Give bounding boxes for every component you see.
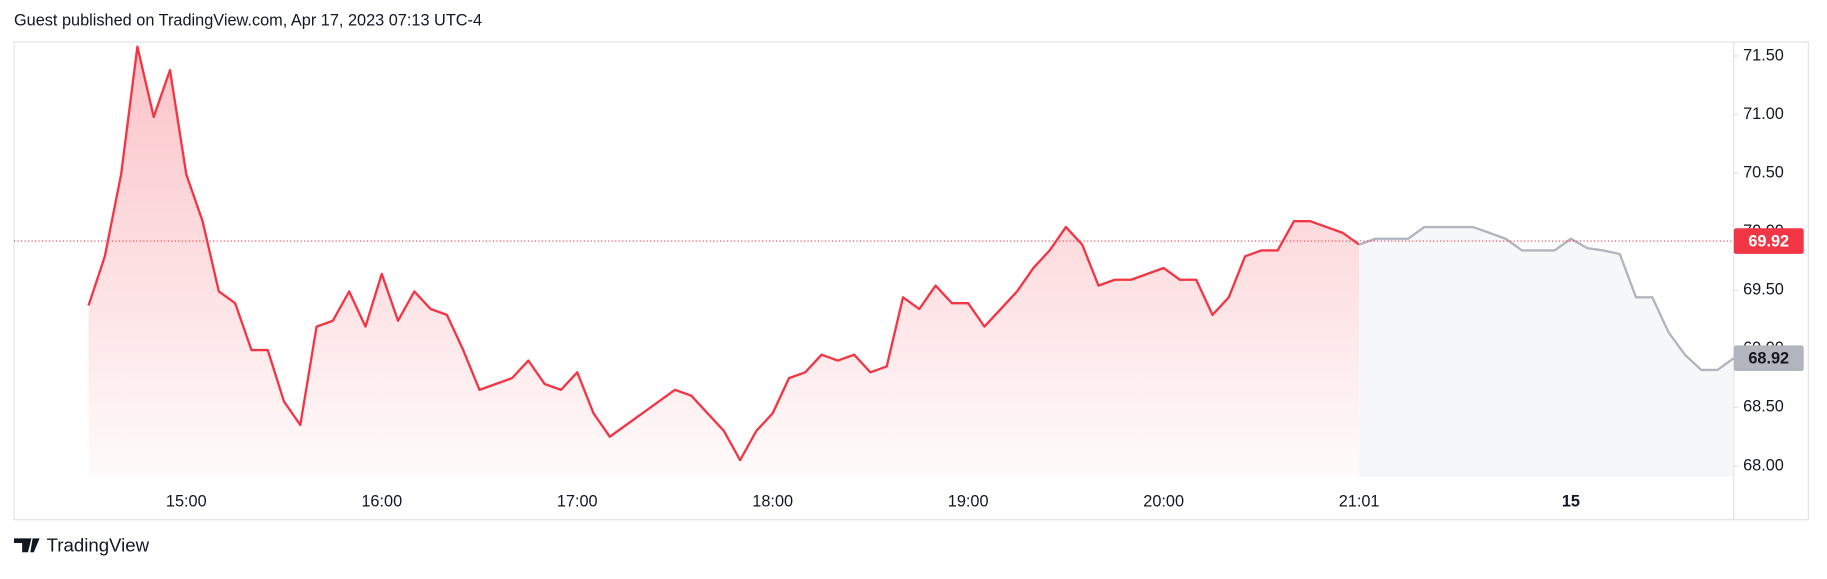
x-tick-label: 17:00	[557, 493, 598, 511]
x-tick-label: 20:00	[1143, 493, 1184, 511]
last-price-label: 69.92	[1748, 233, 1789, 251]
x-tick-label: 16:00	[361, 493, 402, 511]
logo-icon	[13, 538, 40, 553]
last-price-box	[1733, 228, 1804, 254]
x-tick-label: 18:00	[752, 493, 793, 511]
price-line	[87, 45, 1360, 462]
logo: TradingView	[13, 534, 150, 555]
x-tick-label: 15:00	[166, 493, 207, 511]
area-fill	[88, 46, 1360, 477]
y-tick-label: 68.50	[1743, 398, 1784, 416]
price-line	[1358, 225, 1735, 372]
last-price-label: 68.92	[1748, 350, 1789, 368]
last-price-box	[1733, 345, 1804, 372]
y-tick-label: 68.00	[1743, 456, 1784, 474]
y-tick-label: 71.00	[1743, 105, 1784, 123]
plot-area	[13, 45, 1735, 477]
footer-text: TradingView	[47, 534, 150, 555]
x-tick-label: 21:01	[1339, 493, 1380, 511]
y-tick-label: 71.50	[1743, 46, 1784, 64]
axes: 15:00 16:00 17:00 18:00 19:00 20:00 21:01 15 68.…	[166, 46, 1804, 511]
x-tick-label: 19:00	[948, 493, 989, 511]
area-fill	[1359, 227, 1734, 477]
x-tick-label: 15	[1562, 493, 1580, 511]
y-tick-label: 69.50	[1743, 281, 1784, 299]
chart-frame	[13, 41, 1809, 521]
chart-title: Guest published on TradingView.com, Apr …	[14, 11, 482, 29]
y-tick-label: 70.50	[1743, 163, 1784, 181]
